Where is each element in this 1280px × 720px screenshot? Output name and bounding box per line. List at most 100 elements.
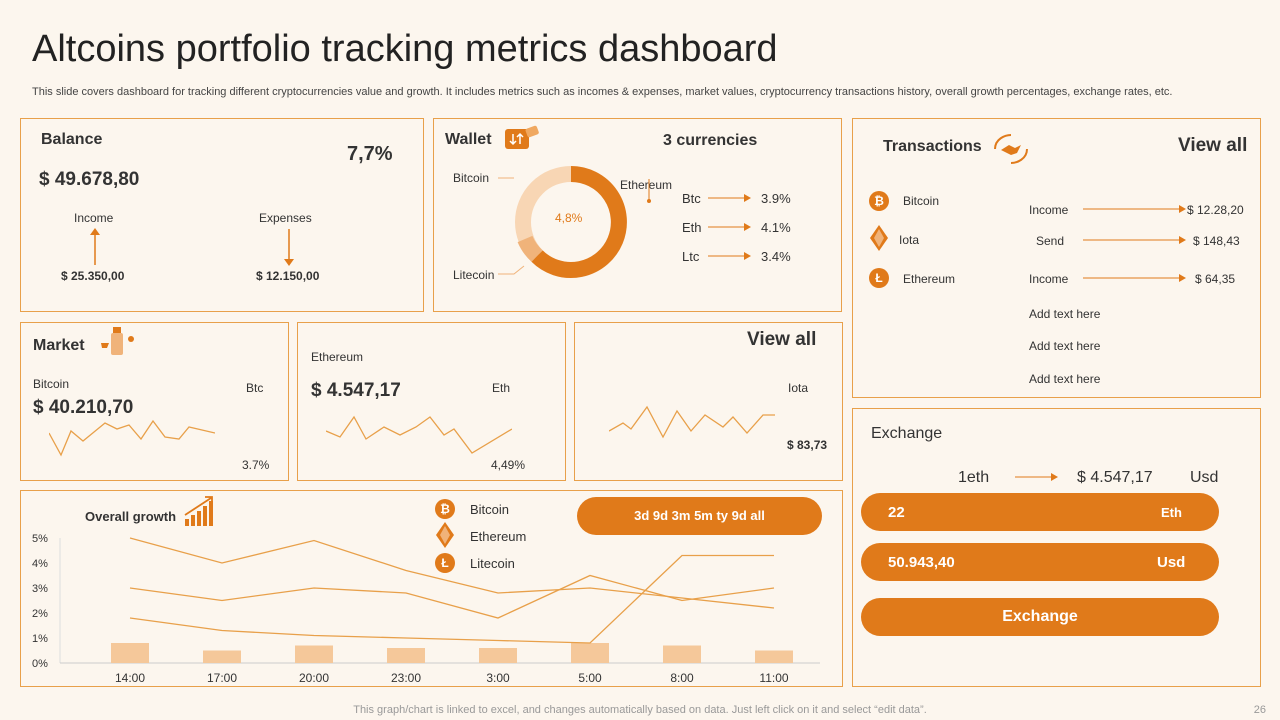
page-title: Altcoins portfolio tracking metrics dash… xyxy=(32,28,778,70)
wallet-donut-chart xyxy=(515,166,627,278)
income-label: Income xyxy=(74,211,114,225)
series-line-ethereum xyxy=(129,574,775,619)
growth-bar xyxy=(663,645,701,663)
series-line-litecoin xyxy=(129,554,774,644)
y-tick-label: 5% xyxy=(32,533,48,545)
growth-bar xyxy=(111,643,149,663)
handshake-icon xyxy=(994,134,1028,164)
exchange-button[interactable]: Exchange xyxy=(861,598,1219,636)
tx-coin-ethereum: Ethereum xyxy=(903,272,956,286)
bitcoin-legend-icon: ₿ xyxy=(435,499,455,519)
eth-ticker: Eth xyxy=(492,381,511,395)
time-range-selector[interactable]: 3d 9d 3m 5m ty 9d all xyxy=(577,497,822,535)
market-title: Market xyxy=(33,337,85,354)
x-tick-label: 8:00 xyxy=(670,671,694,685)
transactions-panel: Transactions View all ₿ Bitcoin Iota Ł E… xyxy=(852,118,1261,398)
bitcoin-coin-icon: ₿ xyxy=(869,191,889,211)
balance-amount: $ 49.678,80 xyxy=(39,169,140,190)
tx-type: Income xyxy=(1029,272,1069,286)
transactions-title: Transactions xyxy=(883,138,982,155)
x-tick-label: 5:00 xyxy=(578,671,602,685)
arrow-right-icon xyxy=(708,223,751,231)
tx-coin-bitcoin: Bitcoin xyxy=(903,194,940,208)
add-text-placeholder: Add text here xyxy=(1029,372,1101,386)
add-text-placeholder: Add text here xyxy=(1029,307,1101,321)
eth-field-value: 22 xyxy=(888,504,905,521)
expense-arrow-icon xyxy=(284,229,294,266)
x-tick-label: 20:00 xyxy=(299,671,329,685)
legend-litecoin: Litecoin xyxy=(470,556,515,571)
add-text-placeholder: Add text here xyxy=(1029,339,1101,353)
ethereum-legend-icon xyxy=(436,522,454,548)
transactions-view-all-link[interactable]: View all xyxy=(1178,135,1248,156)
iota-sparkline xyxy=(609,405,775,439)
growth-bar-icon xyxy=(184,496,213,526)
usd-amount-field[interactable]: 50.943,40 Usd xyxy=(861,543,1219,581)
wallet-icon xyxy=(505,125,539,149)
market-panel: Market Bitcoin $ 40.210,70 Btc 3.7% xyxy=(20,322,289,481)
eth-sparkline xyxy=(326,415,512,454)
market-sparkline xyxy=(49,419,215,457)
tx-value: $ 12.28,20 xyxy=(1187,203,1244,217)
eth-amount-field[interactable]: 22 Eth xyxy=(861,493,1219,531)
iota-amount: $ 83,73 xyxy=(787,438,828,452)
donut-leader-lines xyxy=(498,177,651,275)
iota-view-all-link[interactable]: View all xyxy=(747,329,817,350)
page-number: 26 xyxy=(1253,704,1266,716)
income-value: $ 25.350,00 xyxy=(61,269,125,283)
y-tick-label: 1% xyxy=(32,633,48,645)
y-tick-label: 3% xyxy=(32,583,48,595)
tx-type: Income xyxy=(1029,203,1069,217)
rate-value: 3.4% xyxy=(761,249,791,264)
tx-value: $ 64,35 xyxy=(1195,272,1236,286)
market-amount: $ 40.210,70 xyxy=(33,397,134,418)
wallet-title: Wallet xyxy=(445,131,492,148)
page-subtitle: This slide covers dashboard for tracking… xyxy=(32,86,1173,98)
y-tick-label: 4% xyxy=(32,558,48,570)
expenses-label: Expenses xyxy=(259,211,312,225)
litecoin-legend-icon: Ł xyxy=(435,553,455,573)
rate-coin: Eth xyxy=(682,220,702,235)
usd-field-unit: Usd xyxy=(1157,554,1186,571)
growth-bar xyxy=(203,650,241,663)
growth-bar xyxy=(755,650,793,663)
arrow-right-icon xyxy=(1083,274,1186,282)
market-ticker: Btc xyxy=(246,381,264,395)
x-tick-label: 11:00 xyxy=(759,671,788,685)
income-arrow-icon xyxy=(90,228,100,265)
legend-bitcoin: Bitcoin xyxy=(470,502,510,517)
balance-percent: 7,7% xyxy=(347,143,393,165)
legend-ethereum: Ethereum xyxy=(470,529,527,544)
growth-panel: Overall growth ₿ Bitcoin Ethereum Ł Lite… xyxy=(20,490,843,687)
x-tick-label: 17:00 xyxy=(207,671,237,685)
market-change: 3.7% xyxy=(242,458,270,472)
growth-bar xyxy=(479,648,517,663)
donut-label-bitcoin: Bitcoin xyxy=(453,171,490,185)
arrow-right-icon xyxy=(1083,236,1186,244)
rate-value: 4.1% xyxy=(761,220,791,235)
litecoin-coin-icon: Ł xyxy=(869,268,889,288)
arrow-right-icon xyxy=(1083,205,1186,213)
expenses-value: $ 12.150,00 xyxy=(256,269,320,283)
footer-note: This graph/chart is linked to excel, and… xyxy=(353,704,927,716)
growth-bar xyxy=(387,648,425,663)
usd-field-value: 50.943,40 xyxy=(888,554,955,571)
tx-value: $ 148,43 xyxy=(1193,234,1240,248)
wallet-panel: Wallet 3 currencies 4,8% Bitcoin Ethereu… xyxy=(433,118,842,312)
overall-growth-chart: 0% 1% 2% 3% 4% 5% 14:00 17:00 20:00 23:00 3:00 5:00… xyxy=(32,533,820,685)
growth-bar xyxy=(571,643,609,663)
balance-title: Balance xyxy=(41,131,103,148)
x-tick-label: 23:00 xyxy=(391,671,421,685)
iota-coin-icon xyxy=(870,225,888,251)
currencies-count: 3 currencies xyxy=(663,132,758,149)
arrow-right-icon xyxy=(708,252,751,260)
exchange-to-currency: Usd xyxy=(1190,469,1219,486)
ethereum-card: Ethereum $ 4.547,17 Eth 4,49% xyxy=(297,322,566,481)
tx-type: Send xyxy=(1036,234,1065,248)
rate-value: 3.9% xyxy=(761,191,791,206)
rate-coin: Ltc xyxy=(682,249,700,264)
x-tick-label: 14:00 xyxy=(115,671,145,685)
eth-change: 4,49% xyxy=(491,458,526,472)
eth-amount: $ 4.547,17 xyxy=(311,380,401,401)
exchange-from: 1eth xyxy=(958,469,990,486)
